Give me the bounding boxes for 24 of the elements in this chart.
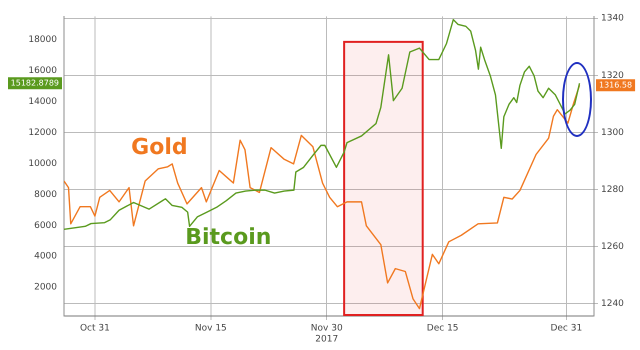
y-tick-label: 12000 [28,128,58,138]
y2-tick-label: 1280 [601,184,624,195]
y-tick-label: 18000 [28,34,58,45]
x-tick-label: Dec 15 [426,324,459,334]
y2-tick-label: 1300 [601,128,624,138]
y2-tick-label: 1260 [601,242,624,252]
y2-tick-label: 1320 [601,70,624,81]
x-tick-label: Oct 31 [80,324,110,334]
x-tick-label: Nov 30 2017 [310,324,343,345]
y-tick-label: 8000 [34,190,58,200]
y-tick-label: 10000 [28,158,58,169]
y-tick-label: 16000 [28,66,58,76]
text: 1316.58 [599,80,632,90]
series-label: Bitcoin [185,224,272,250]
y2-tick-label: 1240 [601,299,624,310]
y-tick-label: 6000 [34,220,58,231]
x-tick-label: Dec 31 [550,324,582,334]
series-label: Gold [131,134,188,160]
y-tick-label: 2000 [34,282,58,293]
y-tick-label: 4000 [34,252,58,262]
y-tick-label: 14000 [28,96,58,107]
text: 15182.8789 [10,78,60,88]
x-tick-label: Nov 15 [194,324,227,334]
y2-tick-label: 1340 [601,14,624,24]
